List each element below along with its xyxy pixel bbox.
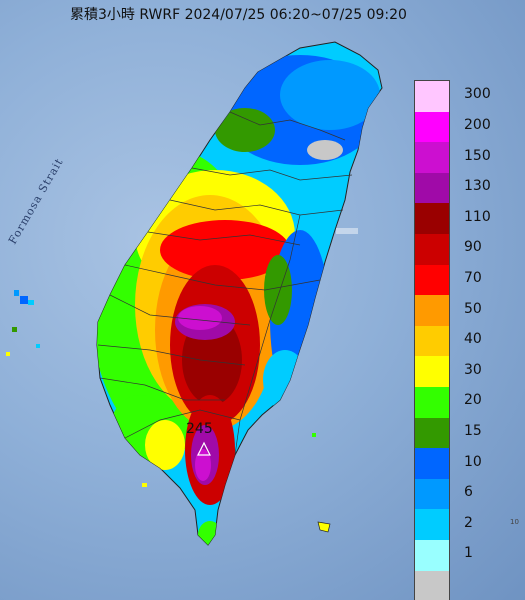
legend-label: 50 — [464, 300, 482, 317]
legend-swatch — [415, 417, 449, 449]
legend-swatch — [415, 570, 449, 600]
legend-label: 20 — [464, 392, 482, 409]
legend-label: 90 — [464, 239, 482, 256]
legend-label: 15 — [464, 422, 482, 439]
rain-zone-2-east — [263, 350, 307, 410]
legend-label: 110 — [464, 208, 491, 225]
legend-swatch — [415, 478, 449, 510]
legend-swatch — [415, 539, 449, 571]
rainfall-field — [97, 55, 380, 545]
rain-zone-15-east — [264, 255, 292, 325]
legend-label: 1 — [464, 545, 473, 562]
max-rainfall-label: 245 — [186, 421, 213, 437]
legend-label: 6 — [464, 484, 473, 501]
legend-swatch — [415, 203, 449, 234]
rain-zone-15-north — [215, 108, 275, 152]
legend-swatch — [415, 81, 449, 112]
legend-swatch — [415, 142, 449, 173]
rain-zone-70 — [160, 220, 290, 280]
rain-zone-1-gray-north — [307, 140, 343, 160]
legend-swatch — [415, 386, 449, 418]
rain-zone-150-south — [195, 449, 211, 481]
offshore-echoes — [6, 228, 358, 533]
legend-label: 200 — [464, 116, 491, 133]
legend-swatch — [415, 509, 449, 540]
max-rain-marker-icon — [197, 441, 211, 456]
county-boundaries — [97, 111, 353, 456]
legend-swatch — [415, 356, 449, 387]
legend-swatch — [415, 172, 449, 204]
legend-swatch — [415, 295, 449, 326]
rain-zone-20-tip — [198, 521, 222, 545]
legend-swatch — [415, 264, 449, 296]
legend-swatch — [415, 233, 449, 265]
legend-label: 70 — [464, 269, 482, 286]
corner-mark: 10 — [510, 518, 519, 526]
rain-zone-6 — [280, 60, 380, 130]
legend-label: 130 — [464, 178, 491, 195]
legend-swatch — [415, 325, 449, 357]
legend-label: 150 — [464, 147, 491, 164]
legend-swatch — [415, 448, 449, 479]
legend-label: 40 — [464, 331, 482, 348]
legend-label: 30 — [464, 361, 482, 378]
legend-label: 10 — [464, 453, 482, 470]
legend-label: 300 — [464, 86, 491, 103]
legend-label: 2 — [464, 514, 473, 531]
color-legend — [414, 80, 450, 600]
rain-zone-150 — [178, 306, 222, 330]
map-title: 累積3小時 RWRF 2024/07/25 06:20~07/25 09:20 — [70, 7, 407, 23]
legend-swatch — [415, 111, 449, 143]
rain-zone-30-south — [145, 420, 185, 470]
